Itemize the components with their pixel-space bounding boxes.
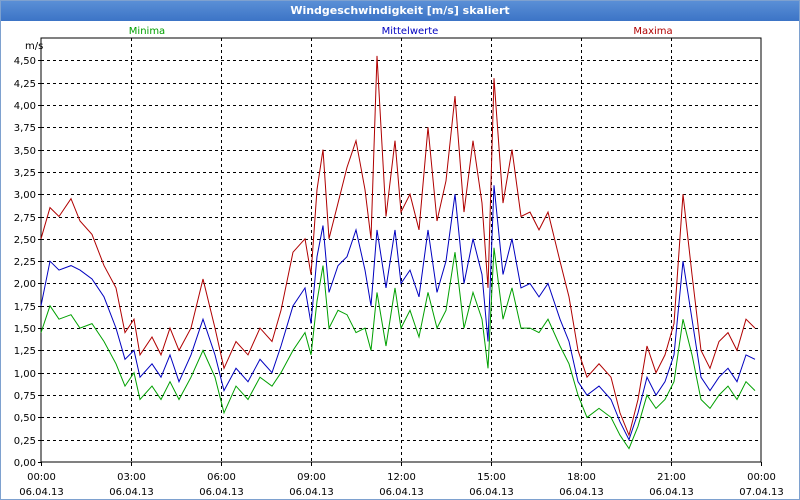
x-tick-time: 03:00 xyxy=(117,472,146,483)
legend-minima: Minima xyxy=(129,26,165,37)
x-tick-date: 06.04.13 xyxy=(19,487,64,498)
x-tick-time: 21:00 xyxy=(657,472,686,483)
x-tick-time: 00:00 xyxy=(747,472,776,483)
x-tick-date: 06.04.13 xyxy=(379,487,424,498)
series-lines xyxy=(40,55,756,450)
y-axis-ticks: 0,00 0,25 0,50 0,75 1,00 1,25 1,50 1,75 2,00 2,25… xyxy=(14,56,41,469)
legend-maxima: Maxima xyxy=(633,26,672,37)
y-tick-label: 0,25 xyxy=(14,436,36,447)
y-axis-label: m/s xyxy=(25,41,43,52)
x-tick-date: 06.04.13 xyxy=(559,487,604,498)
y-tick-label: 3,75 xyxy=(14,123,36,134)
x-tick-date: 06.04.13 xyxy=(469,487,514,498)
x-tick-date: 06.04.13 xyxy=(199,487,244,498)
y-tick-label: 3,25 xyxy=(14,168,36,179)
x-axis-ticks: 00:00 06.04.13 03:00 06.04.13 06:00 06.04.13 0… xyxy=(19,462,784,498)
x-tick-time: 00:00 xyxy=(27,472,56,483)
y-tick-label: 3,00 xyxy=(14,190,36,201)
x-tick-date: 06.04.13 xyxy=(289,487,334,498)
x-tick-time: 06:00 xyxy=(207,472,236,483)
y-tick-label: 4,50 xyxy=(14,56,36,67)
x-tick-date: 06.04.13 xyxy=(109,487,154,498)
x-tick-date: 06.04.13 xyxy=(649,487,694,498)
x-tick-time: 15:00 xyxy=(477,472,506,483)
y-tick-label: 2,50 xyxy=(14,235,36,246)
y-tick-label: 2,75 xyxy=(14,213,36,224)
y-tick-label: 4,00 xyxy=(14,101,36,112)
x-tick-time: 12:00 xyxy=(387,472,416,483)
y-tick-label: 4,25 xyxy=(14,79,36,90)
x-tick-time: 18:00 xyxy=(567,472,596,483)
y-tick-label: 0,50 xyxy=(14,413,36,424)
x-tick-date: 07.04.13 xyxy=(739,487,784,498)
y-tick-label: 2,00 xyxy=(14,279,36,290)
y-tick-label: 1,75 xyxy=(14,302,36,313)
y-tick-label: 3,50 xyxy=(14,146,36,157)
y-tick-label: 1,50 xyxy=(14,324,36,335)
grid xyxy=(41,38,761,462)
y-tick-label: 0,75 xyxy=(14,391,36,402)
series-line-maxima xyxy=(40,55,756,437)
y-tick-label: 0,00 xyxy=(14,458,36,469)
y-tick-label: 2,25 xyxy=(14,257,36,268)
series-line-minima xyxy=(40,247,756,450)
x-tick-time: 09:00 xyxy=(297,472,326,483)
window-title: Windgeschwindigkeit [m/s] skaliert xyxy=(1,1,799,21)
y-tick-label: 1,25 xyxy=(14,346,36,357)
series-line-mittelwerte xyxy=(40,185,756,441)
y-tick-label: 1,00 xyxy=(14,369,36,380)
legend-mittelwerte: Mittelwerte xyxy=(382,26,439,37)
